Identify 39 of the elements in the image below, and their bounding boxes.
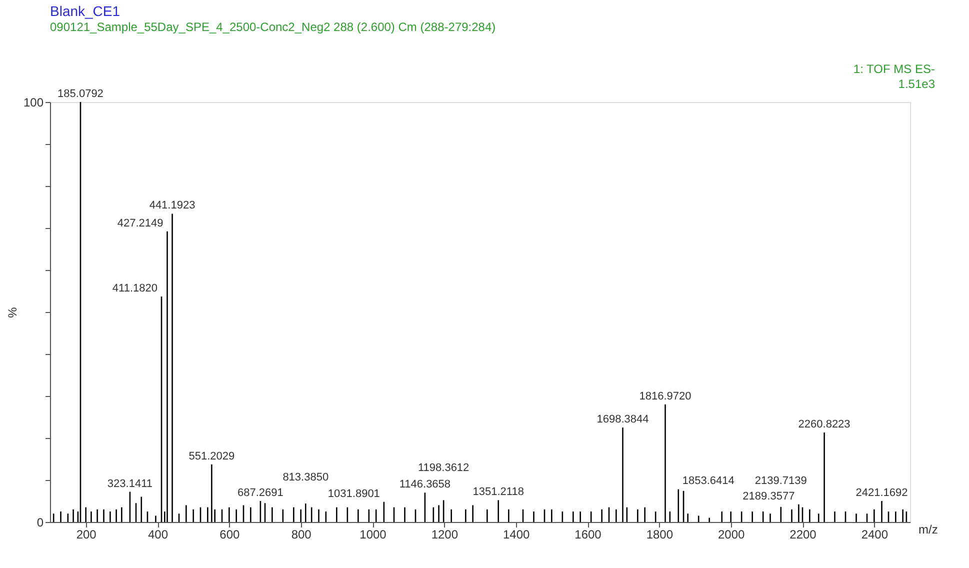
annotation: 185.0792 [58, 88, 104, 100]
chart-title: Blank_CE1 [50, 3, 120, 19]
y-tick-label: 100 [23, 96, 44, 110]
annotation: 2421.1692 [856, 487, 908, 499]
annotation: 1351.2118 [472, 486, 524, 498]
x-tick-label: 400 [148, 528, 168, 542]
annotation: 411.1820 [112, 282, 158, 294]
annotation: 1698.3844 [596, 414, 649, 426]
annotation: 1853.6414 [682, 475, 734, 488]
y-tick-label: 0 [36, 516, 44, 530]
x-tick-label: 1600 [574, 528, 602, 542]
chart-subtitle: 090121_Sample_55Day_SPE_4_2500-Conc2_Neg2 288 (2.600) Cm (288-279:284) [50, 20, 496, 34]
x-tick-label: 800 [291, 528, 312, 542]
x-tick-label: 1000 [360, 528, 387, 542]
text: 1.51e3 [898, 77, 936, 91]
annotation: 427.2149 [117, 217, 164, 230]
annotation: 441.1923 [149, 200, 196, 212]
x-tick-label: 2200 [790, 528, 817, 542]
annotation: 1146.3658 [399, 478, 451, 491]
x-tick-label: 1800 [646, 528, 674, 542]
annotation: 1031.8901 [328, 488, 380, 500]
x-tick-label: 200 [76, 528, 97, 542]
x-tick-label: 600 [220, 528, 240, 542]
annotation: 687.2691 [237, 487, 284, 499]
x-axis-title: m/z [918, 522, 938, 536]
x-tick-label: 2000 [718, 528, 746, 542]
annotation: 2260.8223 [798, 418, 850, 431]
annotation: 2189.3577 [742, 490, 795, 502]
x-tick-label: 2400 [861, 528, 888, 542]
annotation: 551.2029 [188, 450, 235, 462]
y-axis-title: % [5, 306, 20, 318]
text: 1: TOF MS ES- [853, 62, 935, 76]
annotation: 1198.3612 [418, 462, 470, 474]
annotation: 813.3850 [282, 472, 329, 484]
x-tick-label: 1400 [502, 528, 530, 542]
annotation: 1816.9720 [639, 390, 692, 402]
annotation: 2139.7139 [754, 474, 807, 487]
x-tick-label: 1200 [431, 528, 458, 542]
annotation: 323.1411 [107, 478, 152, 490]
